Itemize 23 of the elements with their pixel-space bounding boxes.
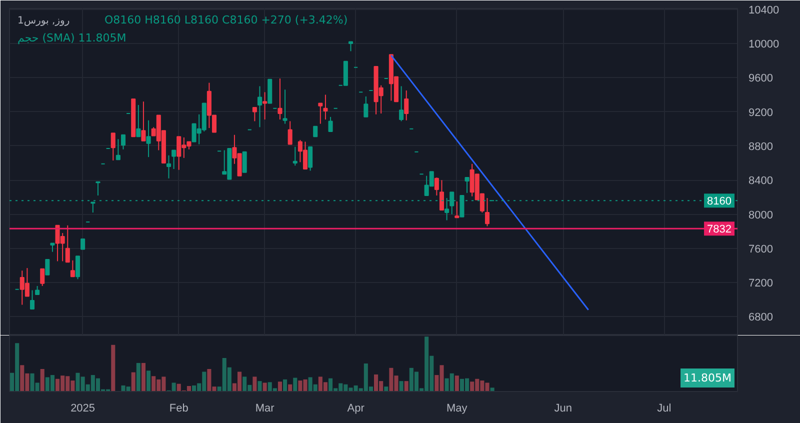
y-tick-label: 7600	[748, 243, 773, 256]
x-tick-label: Mar	[255, 402, 275, 414]
y-tick-label: 10400	[748, 4, 780, 16]
x-tick-label: May	[446, 402, 468, 414]
y-tick-label: 6800	[748, 312, 773, 324]
x-tick-label: Feb	[169, 402, 188, 414]
y-tick-label: 10000	[748, 38, 780, 51]
ref-line-label: 8160	[707, 196, 732, 208]
annotation: 11.805M	[684, 372, 732, 384]
x-tick-label: Jul	[657, 402, 672, 414]
text: 1روز, بورس	[18, 16, 70, 26]
ref-line-label: 7832	[707, 224, 732, 236]
y-tick-label: 8400	[748, 175, 773, 188]
y-tick-label: 9200	[748, 106, 773, 119]
y-tick-label: 8000	[748, 209, 773, 222]
x-tick-label: Jun	[554, 402, 572, 414]
y-tick-label: 7200	[748, 278, 773, 290]
x-tick-label: Apr	[347, 402, 365, 414]
x-tick-label: 2025	[70, 402, 96, 414]
annotation: O8160 H8160 L8160 C8160 +270 (+3.42%)	[104, 14, 348, 26]
y-tick-label: 9600	[748, 72, 773, 85]
annotation: حجم (SMA) 11.805M	[18, 32, 126, 44]
y-tick-label: 8800	[748, 140, 773, 153]
